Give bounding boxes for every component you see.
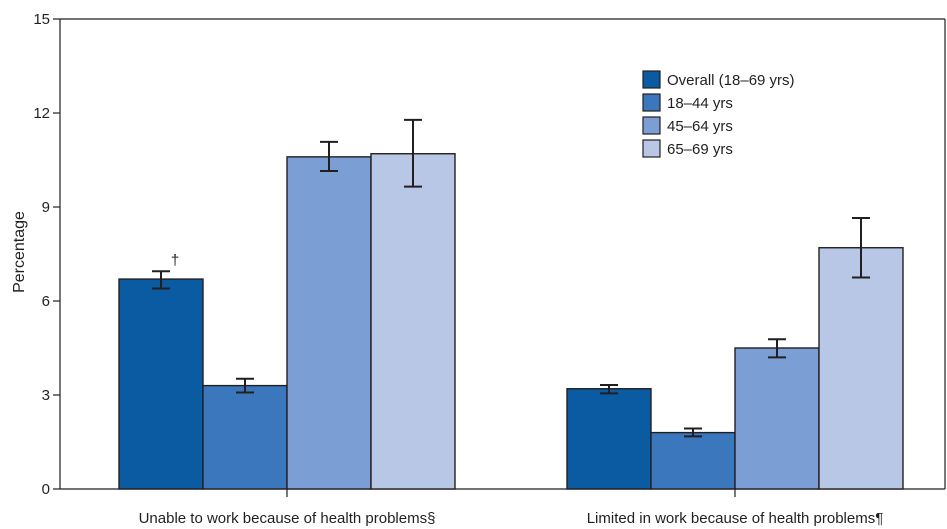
- legend-label: Overall (18–69 yrs): [667, 72, 795, 89]
- bar-0-0: [118, 278, 204, 490]
- x-axis-labels: Unable to work because of health problem…: [139, 510, 884, 527]
- legend-swatch: [642, 93, 661, 112]
- y-tick-label: 12: [33, 105, 50, 122]
- y-axis-label: Percentage: [11, 211, 28, 293]
- legend-swatch: [642, 116, 661, 135]
- legend-label: 65–69 yrs: [667, 141, 733, 158]
- bar-1-2: [734, 347, 820, 490]
- y-tick-label: 0: [42, 481, 50, 498]
- bar-0-2: [286, 156, 372, 490]
- legend-swatch: [642, 70, 661, 89]
- y-tick-label: 6: [42, 293, 50, 310]
- annotation-dagger: †: [171, 252, 179, 269]
- legend-label: 18–44 yrs: [667, 95, 733, 112]
- bars: [118, 153, 904, 490]
- bar-0-3: [370, 153, 456, 490]
- y-tick-label: 15: [33, 11, 50, 28]
- x-category-label: Unable to work because of health problem…: [139, 510, 436, 527]
- bar-1-0: [566, 388, 652, 490]
- bar-0-1: [202, 384, 288, 490]
- bar-1-1: [650, 431, 736, 490]
- error-bars: [152, 118, 870, 438]
- legend-label: 45–64 yrs: [667, 118, 733, 135]
- legend-swatch: [642, 139, 661, 158]
- legend: Overall (18–69 yrs) 18–44 yrs 45–64 yrs 65–…: [642, 70, 795, 158]
- bar-1-3: [818, 247, 904, 490]
- y-tick-label: 9: [42, 199, 50, 216]
- x-category-label: Limited in work because of health proble…: [587, 510, 884, 527]
- y-tick-label: 3: [42, 387, 50, 404]
- annotations: †: [171, 252, 179, 269]
